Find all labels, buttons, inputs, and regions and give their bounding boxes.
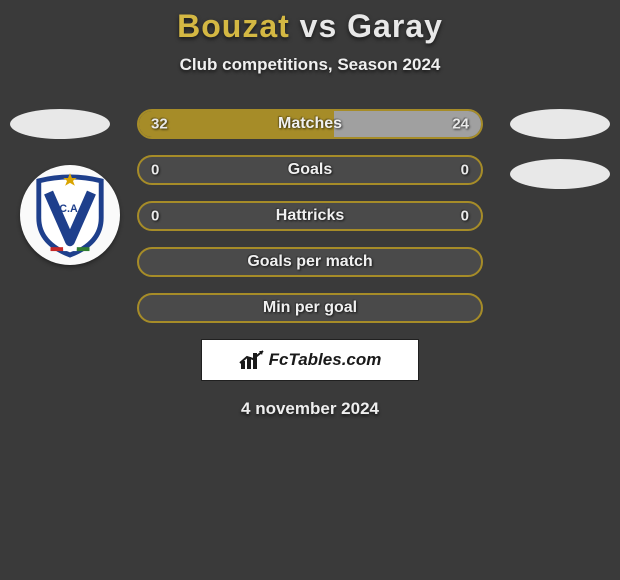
stat-label: Goals per match — [247, 253, 372, 271]
stat-label: Goals — [288, 161, 332, 179]
subtitle: Club competitions, Season 2024 — [0, 55, 620, 75]
club-badge: C.A. — [20, 165, 120, 265]
stat-value-left: 32 — [151, 116, 168, 133]
stat-bars: 32 24 Matches 0 0 Goals 0 0 Hattricks Goals per m… — [137, 109, 483, 323]
stat-bar: 0 0 Hattricks — [137, 201, 483, 231]
stat-bar: Min per goal — [137, 293, 483, 323]
title-player1: Bouzat — [177, 8, 290, 44]
title-player2: Garay — [347, 8, 443, 44]
velez-shield-icon: C.A. — [31, 171, 109, 259]
player1-photo-placeholder — [10, 109, 110, 139]
stat-value-right: 0 — [461, 208, 469, 225]
stat-value-left: 0 — [151, 162, 159, 179]
brand-text: FcTables.com — [269, 350, 382, 370]
stat-bar: 0 0 Goals — [137, 155, 483, 185]
stat-value-right: 0 — [461, 162, 469, 179]
stat-bar: 32 24 Matches — [137, 109, 483, 139]
player2-photo-placeholder-1 — [510, 109, 610, 139]
page-title: Bouzat vs Garay — [0, 8, 620, 45]
stat-label: Matches — [278, 115, 342, 133]
stat-label: Hattricks — [276, 207, 344, 225]
brand-box[interactable]: FcTables.com — [201, 339, 419, 381]
stat-label: Min per goal — [263, 299, 357, 317]
root: Bouzat vs Garay Club competitions, Seaso… — [0, 0, 620, 580]
content-row: C.A. 32 24 Matches 0 0 Goals 0 0 Hattricks Goals … — [0, 109, 620, 419]
stat-value-left: 0 — [151, 208, 159, 225]
stat-bar: Goals per match — [137, 247, 483, 277]
bar-chart-icon — [239, 349, 265, 371]
title-vs: vs — [300, 8, 338, 44]
player2-photo-placeholder-2 — [510, 159, 610, 189]
stat-value-right: 24 — [452, 116, 469, 133]
footer-date: 4 november 2024 — [0, 399, 620, 419]
